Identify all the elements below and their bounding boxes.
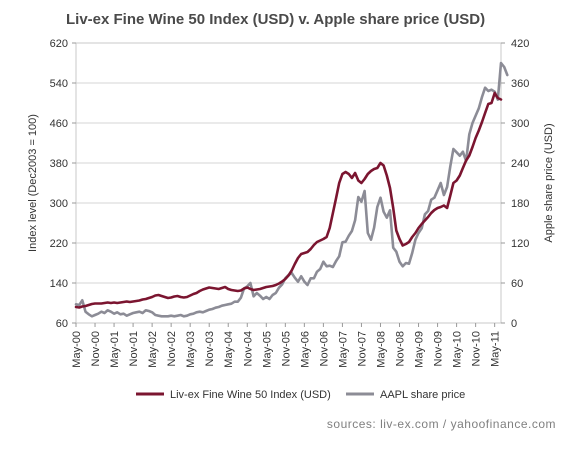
legend-label: AAPL share price bbox=[380, 389, 465, 401]
series-line-aapl bbox=[74, 61, 509, 318]
x-tick-label: May-03 bbox=[185, 331, 197, 368]
grid bbox=[76, 82, 501, 284]
x-tick-label: May-00 bbox=[71, 331, 83, 368]
series-lines bbox=[74, 61, 509, 318]
x-tick-label: Nov-09 bbox=[433, 331, 445, 366]
x-tick-label: May-08 bbox=[375, 331, 387, 368]
x-tick-label: Nov-03 bbox=[204, 331, 216, 366]
left-tick-label: 540 bbox=[50, 78, 68, 90]
legend: Liv-ex Fine Wine 50 Index (USD) AAPL shar… bbox=[136, 389, 465, 401]
x-tick-label: Nov-01 bbox=[128, 331, 140, 366]
right-tick-label: 420 bbox=[511, 38, 529, 50]
x-tick-label: May-05 bbox=[261, 331, 273, 368]
x-tick-label: Nov-08 bbox=[395, 331, 407, 366]
x-tick-label: May-01 bbox=[109, 331, 121, 368]
right-tick-label: 240 bbox=[511, 158, 529, 170]
x-tick-label: May-11 bbox=[490, 331, 502, 367]
series-line-liv-ex bbox=[74, 91, 503, 309]
right-tick-label: 120 bbox=[511, 238, 529, 250]
x-tick-label: May-09 bbox=[414, 331, 426, 368]
x-axis-ticks: May-00 Nov-00 May-01 Nov-01 May-02 Nov-02 May-… bbox=[71, 323, 502, 368]
x-tick-label: May-06 bbox=[299, 331, 311, 368]
x-tick-label: Nov-04 bbox=[242, 331, 254, 366]
x-tick-label: May-07 bbox=[337, 331, 349, 368]
x-tick-label: May-10 bbox=[452, 331, 464, 368]
left-tick-label: 380 bbox=[50, 158, 68, 170]
right-tick-label: 180 bbox=[511, 198, 529, 210]
x-tick-label: Nov-06 bbox=[318, 331, 330, 366]
right-tick-label: 300 bbox=[511, 118, 529, 130]
x-tick-label: Nov-00 bbox=[90, 331, 102, 366]
left-axis-ticks: 60 140 220 300 380 460 540 620 bbox=[50, 38, 76, 330]
x-tick-label: Nov-07 bbox=[356, 331, 368, 366]
x-tick-label: May-04 bbox=[223, 331, 235, 368]
x-tick-label: May-02 bbox=[147, 331, 159, 368]
x-tick-label: Nov-02 bbox=[166, 331, 178, 366]
left-tick-label: 460 bbox=[50, 118, 68, 130]
right-axis-ticks: 0 60 120 180 240 300 360 420 bbox=[501, 38, 529, 330]
right-axis-label: Apple share price (USD) bbox=[543, 123, 555, 242]
plot-area bbox=[75, 42, 502, 324]
x-tick-label: Nov-05 bbox=[280, 331, 292, 366]
left-tick-label: 300 bbox=[50, 198, 68, 210]
left-tick-label: 620 bbox=[50, 38, 68, 50]
legend-label: Liv-ex Fine Wine 50 Index (USD) bbox=[170, 389, 331, 401]
left-tick-label: 60 bbox=[56, 318, 68, 330]
left-axis-label: Index level (Dec2003 = 100) bbox=[27, 114, 39, 252]
right-tick-label: 0 bbox=[511, 318, 517, 330]
left-tick-label: 220 bbox=[50, 238, 68, 250]
chart-title: Liv-ex Fine Wine 50 Index (USD) v. Apple… bbox=[66, 11, 485, 28]
source-note: sources: liv-ex.com / yahoofinance.com bbox=[327, 417, 556, 431]
right-tick-label: 60 bbox=[511, 278, 523, 290]
left-tick-label: 140 bbox=[50, 278, 68, 290]
x-tick-label: Nov-10 bbox=[471, 331, 483, 366]
right-tick-label: 360 bbox=[511, 78, 529, 90]
